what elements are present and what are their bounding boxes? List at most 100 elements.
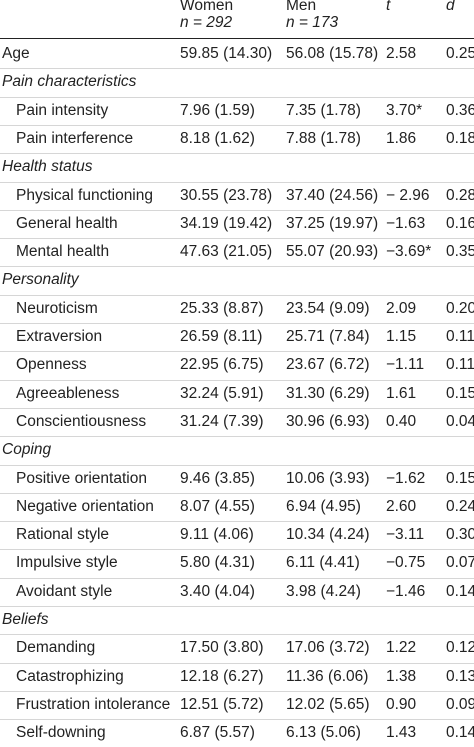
d-value: 0.15 [446, 469, 474, 487]
row-label: Self-downing [16, 724, 106, 742]
t-value: 1.38 [386, 667, 417, 685]
d-value: 0.35 [446, 243, 474, 261]
section-header-row: Pain characteristics [0, 68, 474, 96]
table-row: General health 34.19 (19.42) 37.25 (19.97)… [0, 210, 474, 238]
d-value: 0.36 [446, 101, 474, 119]
men-value: 3.98 (4.24) [286, 582, 361, 600]
table-row: Physical functioning 30.55 (23.78) 37.40 (… [0, 182, 474, 210]
d-value: 0.30 [446, 526, 474, 544]
men-value: 17.06 (3.72) [286, 639, 370, 657]
row-label: Health status [2, 158, 93, 176]
d-value: 0.14 [446, 582, 474, 600]
row-divider [0, 181, 474, 183]
men-value: 7.88 (1.78) [286, 129, 361, 147]
d-value: 0.09 [446, 695, 474, 713]
t-value: −1.62 [386, 469, 426, 487]
t-value: 3.70* [386, 101, 423, 119]
t-value: −1.46 [386, 582, 426, 600]
t-value: 0.40 [386, 412, 417, 430]
row-divider [0, 351, 474, 353]
d-value: 0.24 [446, 497, 474, 515]
table-row: Rational style 9.11 (4.06) 10.34 (4.24) −3.… [0, 521, 474, 549]
t-value: −1.63 [386, 214, 426, 232]
women-value: 12.18 (6.27) [180, 667, 264, 685]
t-value: 1.43 [386, 724, 417, 742]
table-row: Demanding 17.50 (3.80) 17.06 (3.72) 1.22 0.1… [0, 634, 474, 662]
table-row: Self-downing 6.87 (5.57) 6.13 (5.06) 1.43 0.… [0, 719, 474, 747]
table-row: Extraversion 26.59 (8.11) 25.71 (7.84) 1.15… [0, 323, 474, 351]
t-value: 1.22 [386, 639, 417, 657]
row-divider [0, 690, 474, 692]
men-value: 31.30 (6.29) [286, 384, 370, 402]
table-row: Catastrophizing 12.18 (6.27) 11.36 (6.06) 1… [0, 663, 474, 691]
women-value: 12.51 (5.72) [180, 695, 264, 713]
row-label: Mental health [16, 243, 110, 261]
table-row: Pain intensity 7.96 (1.59) 7.35 (1.78) 3.70… [0, 97, 474, 125]
table-row: Negative orientation 8.07 (4.55) 6.94 (4.9… [0, 493, 474, 521]
row-divider [0, 124, 474, 126]
row-divider [0, 407, 474, 409]
table-row: Neuroticism 25.33 (8.87) 23.54 (9.09) 2.09 0… [0, 295, 474, 323]
row-divider [0, 238, 474, 240]
section-header-row: Beliefs [0, 606, 474, 634]
section-header-row: Coping [0, 436, 474, 464]
d-value: 0.07 [446, 554, 474, 572]
d-value: 0.14 [446, 724, 474, 742]
d-value: 0.25 [446, 45, 474, 62]
table-row: Conscientiousness 31.24 (7.39) 30.96 (6.93… [0, 408, 474, 436]
men-value: 23.54 (9.09) [286, 299, 370, 317]
row-label: Pain intensity [16, 101, 109, 119]
t-value: −3.69* [386, 243, 432, 261]
t-value: −0.75 [386, 554, 426, 572]
row-label: Conscientiousness [16, 412, 147, 430]
d-value: 0.13 [446, 667, 474, 685]
women-value: 32.24 (5.91) [180, 384, 264, 402]
row-label: Beliefs [2, 611, 49, 628]
d-value: 0.16 [446, 214, 474, 232]
men-value: 12.02 (5.65) [286, 695, 370, 713]
row-label: Rational style [16, 526, 110, 544]
men-value: 37.40 (24.56) [286, 186, 379, 204]
t-value: 0.90 [386, 695, 417, 713]
women-value: 7.96 (1.59) [180, 101, 255, 119]
row-label: Extraversion [16, 328, 103, 345]
row-label: Neuroticism [16, 299, 98, 317]
men-n: n = 173 [286, 14, 339, 31]
table-row: Agreeableness 32.24 (5.91) 31.30 (6.29) 1.6… [0, 380, 474, 408]
men-value: 6.13 (5.06) [286, 724, 361, 742]
men-value: 37.25 (19.97) [286, 214, 379, 232]
table-row: Mental health 47.63 (21.05) 55.07 (20.93) −… [0, 238, 474, 266]
men-value: 55.07 (20.93) [286, 243, 379, 261]
women-value: 25.33 (8.87) [180, 299, 264, 317]
t-value: 2.60 [386, 497, 417, 515]
row-label: Positive orientation [16, 469, 147, 487]
row-divider [0, 68, 474, 70]
women-value: 6.87 (5.57) [180, 724, 255, 742]
men-value: 6.94 (4.95) [286, 497, 361, 515]
d-value: 0.18 [446, 129, 474, 147]
men-value: 11.36 (6.06) [286, 667, 369, 685]
t-value: −1.11 [386, 356, 425, 374]
row-label: Catastrophizing [16, 667, 124, 685]
men-label: Men [286, 0, 317, 14]
d-value: 0.11 [446, 356, 474, 374]
d-value: 0.20 [446, 299, 474, 317]
table-row: Pain interference 8.18 (1.62) 7.88 (1.78) 1… [0, 125, 474, 153]
row-label: Pain characteristics [2, 73, 137, 91]
men-value: 6.11 (4.41) [286, 554, 360, 572]
row-divider [0, 577, 474, 579]
row-label: Coping [2, 441, 52, 459]
row-label: Age [2, 45, 30, 62]
row-divider [0, 209, 474, 211]
t-column-header: t [386, 0, 391, 14]
row-label: Openness [16, 356, 87, 374]
women-value: 34.19 (19.42) [180, 214, 273, 232]
row-label: Personality [2, 271, 79, 289]
d-value: 0.11 [446, 328, 474, 345]
women-value: 31.24 (7.39) [180, 412, 264, 430]
women-value: 8.18 (1.62) [180, 129, 255, 147]
women-n: n = 292 [180, 14, 233, 31]
d-value: 0.15 [446, 384, 474, 402]
row-divider [0, 323, 474, 324]
row-divider [0, 96, 474, 98]
